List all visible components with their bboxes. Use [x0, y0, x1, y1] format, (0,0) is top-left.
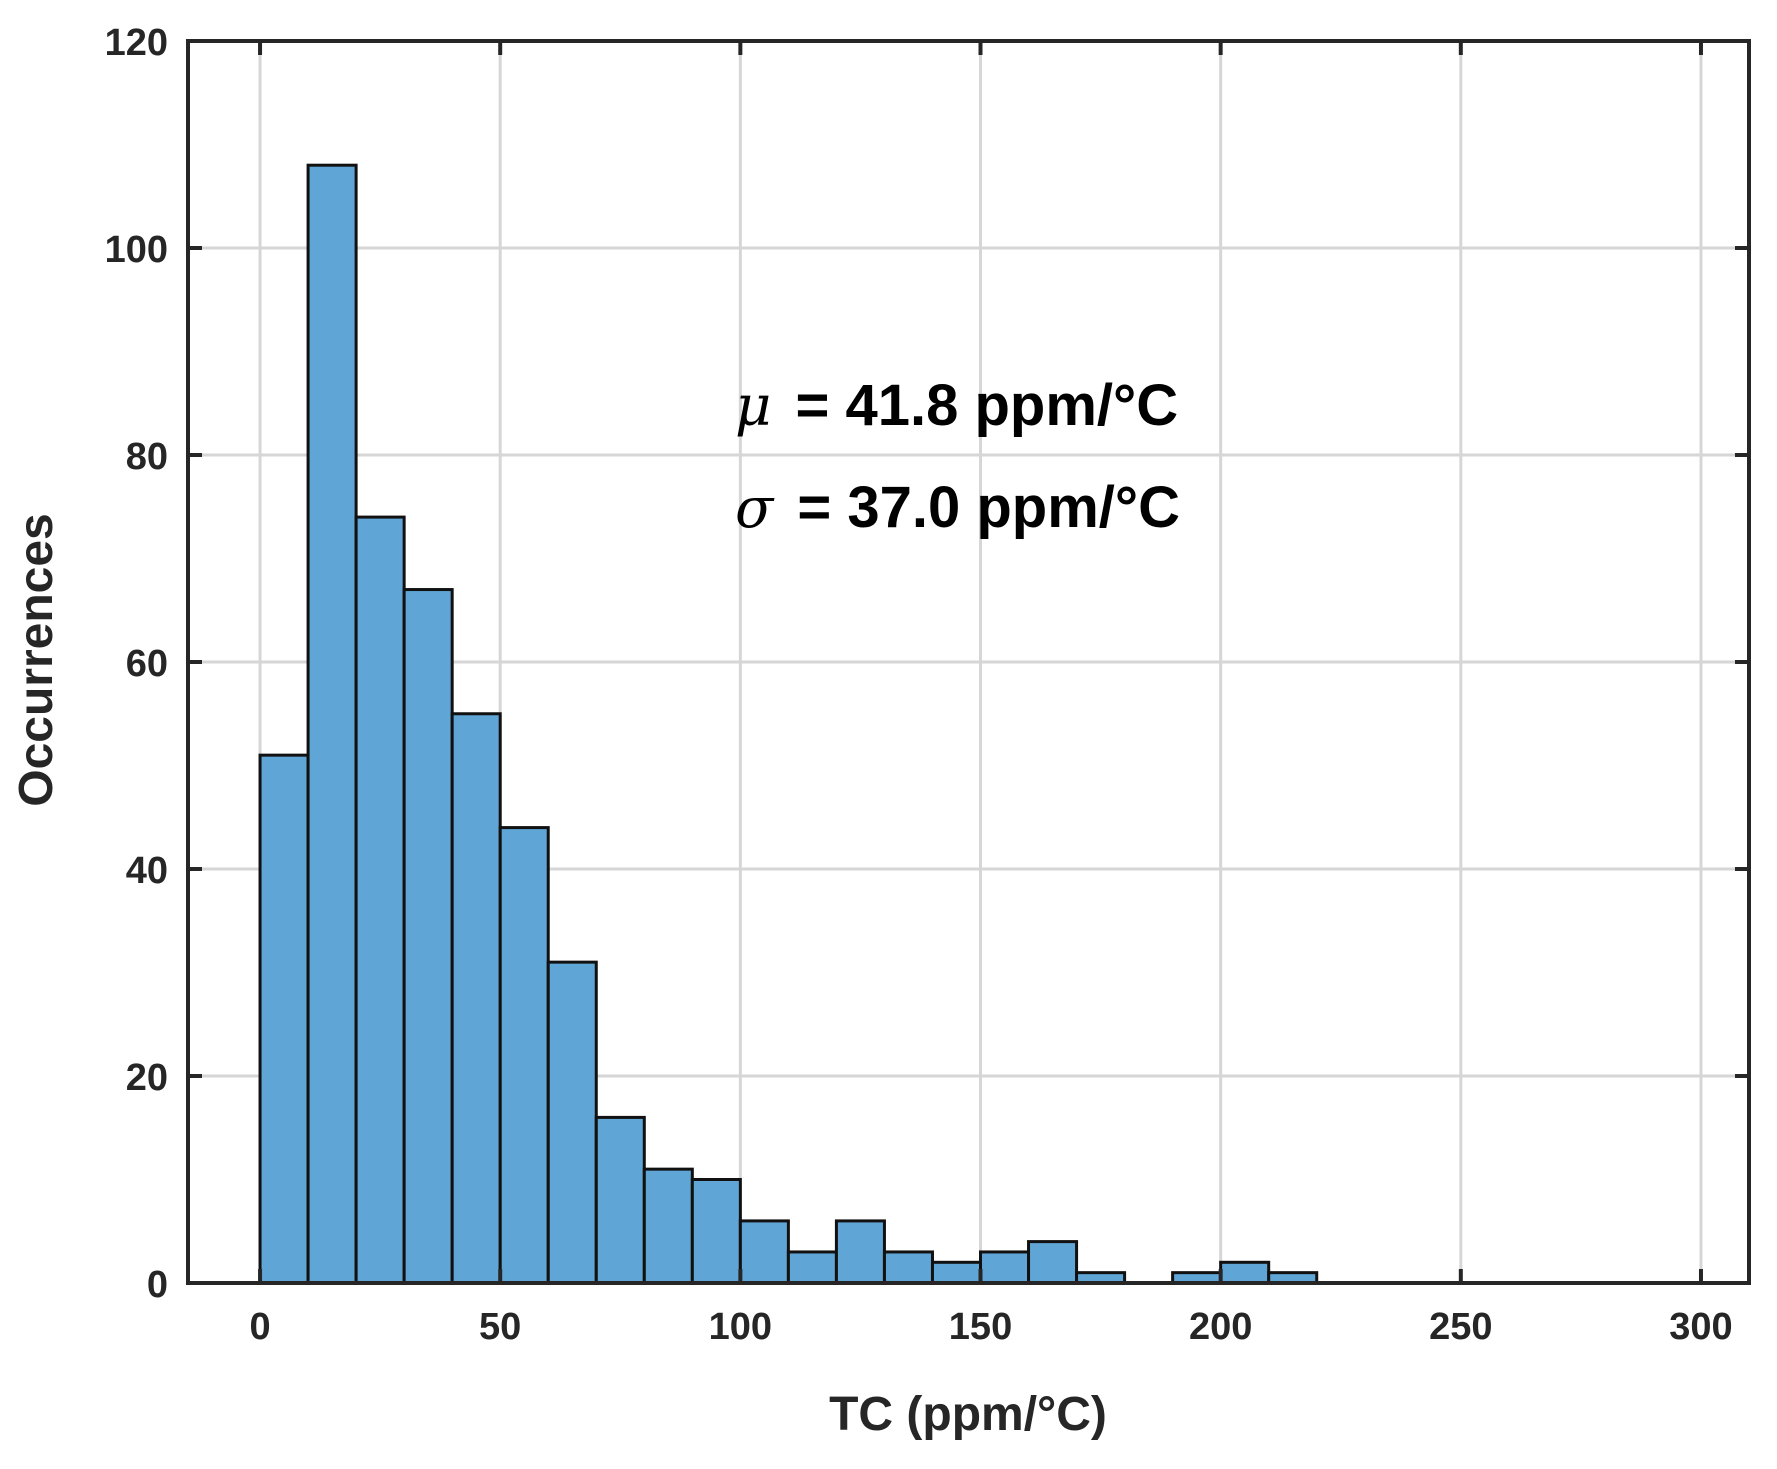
- histogram-bar: [786, 1250, 838, 1285]
- x-tick-label: 300: [1669, 1306, 1732, 1348]
- std-annotation: σ = 37.0 ppm/°C: [735, 475, 1180, 541]
- histogram-bar: [498, 826, 550, 1285]
- y-tick-label: 20: [126, 1057, 168, 1099]
- mean-annotation: μ = 41.8 ppm/°C: [735, 373, 1178, 439]
- y-tick-label: 0: [147, 1264, 168, 1306]
- histogram-bar: [979, 1250, 1031, 1285]
- statistics-annotation: μ = 41.8 ppm/°C σ = 37.0 ppm/°C: [735, 373, 1180, 541]
- histogram-bar: [834, 1219, 886, 1285]
- histogram-bar: [258, 753, 310, 1285]
- histogram-bar: [402, 588, 454, 1285]
- axes: [186, 39, 1751, 1285]
- histogram-bar: [690, 1178, 742, 1285]
- y-tick-label: 120: [105, 22, 168, 64]
- histogram-bars: [258, 163, 1319, 1285]
- tick-labels: 0 50 100 150 200 250 300 0 20 40 60 80 100 120: [105, 22, 1733, 1348]
- histogram-bar: [450, 712, 502, 1285]
- y-tick-label: 40: [126, 850, 168, 892]
- mean-symbol: μ: [735, 374, 771, 439]
- x-tick-label: 150: [949, 1306, 1012, 1348]
- y-tick-label: 80: [126, 436, 168, 478]
- histogram-bar: [546, 960, 598, 1285]
- histogram-bar: [1027, 1240, 1079, 1285]
- y-tick-label: 60: [126, 643, 168, 685]
- y-axis-label: Occurrences: [10, 513, 63, 807]
- histogram-bar: [306, 163, 358, 1285]
- histogram-bar: [354, 515, 406, 1285]
- histogram-bar: [642, 1167, 694, 1285]
- histogram-bar: [1219, 1260, 1271, 1285]
- std-symbol: σ: [735, 476, 775, 541]
- y-tick-label: 100: [105, 229, 168, 271]
- x-tick-label: 100: [709, 1306, 772, 1348]
- x-tick-label: 200: [1189, 1306, 1252, 1348]
- histogram-bar: [594, 1115, 646, 1285]
- x-axis-label: TC (ppm/°C): [829, 1388, 1107, 1441]
- histogram-bar: [882, 1250, 934, 1285]
- x-tick-label: 0: [249, 1306, 270, 1348]
- x-tick-label: 250: [1429, 1306, 1492, 1348]
- histogram-bar: [738, 1219, 790, 1285]
- x-tick-label: 50: [479, 1306, 521, 1348]
- std-value-text: = 37.0 ppm/°C: [781, 475, 1180, 540]
- mean-value-text: = 41.8 ppm/°C: [779, 373, 1178, 438]
- histogram-bar: [930, 1260, 983, 1285]
